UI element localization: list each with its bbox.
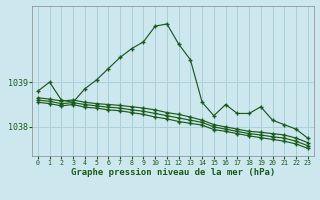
- X-axis label: Graphe pression niveau de la mer (hPa): Graphe pression niveau de la mer (hPa): [71, 168, 275, 177]
